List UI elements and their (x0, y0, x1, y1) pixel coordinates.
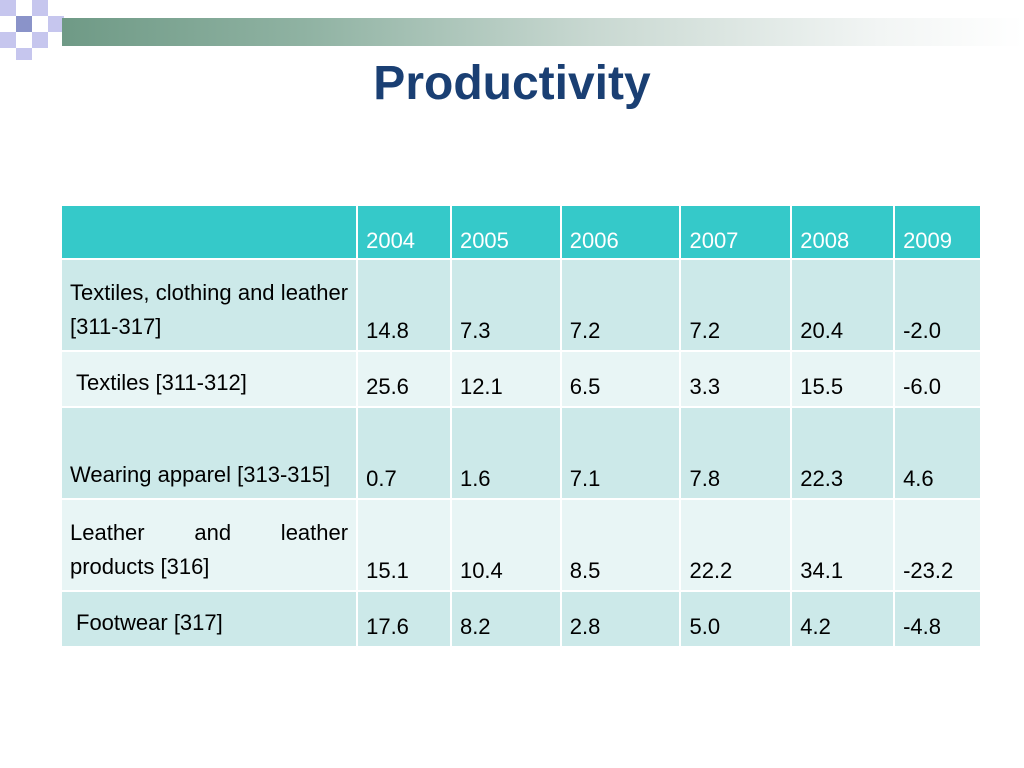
column-header-year: 2008 (790, 204, 896, 260)
table-cell: 22.2 (679, 498, 793, 592)
table-cell: -23.2 (893, 498, 982, 592)
table-cell: 4.6 (893, 406, 982, 500)
row-label: Wearing apparel [313-315] (59, 406, 359, 500)
column-header-year: 2005 (449, 204, 562, 260)
table-cell: 0.7 (356, 406, 452, 500)
table-cell: 25.6 (356, 350, 452, 408)
table-cell: 7.2 (559, 258, 682, 352)
table-cell: 6.5 (559, 350, 682, 408)
table-cell: 8.5 (559, 498, 682, 592)
table-cell: 7.8 (679, 406, 793, 500)
table-cell: 15.5 (790, 350, 896, 408)
table-cell: 1.6 (449, 406, 562, 500)
table-cell: 7.3 (449, 258, 562, 352)
table-cell: 4.2 (790, 590, 896, 648)
table-cell: 2.8 (559, 590, 682, 648)
decor-square-6 (32, 32, 48, 48)
header-decor-bar (62, 18, 1024, 46)
table-cell: 14.8 (356, 258, 452, 352)
table-cell: 17.6 (356, 590, 452, 648)
column-header-blank (59, 204, 359, 260)
table-row: Leather and leather products [316] 15.1 … (59, 498, 982, 592)
table-cell: 20.4 (790, 258, 896, 352)
table-header-row: 2004 2005 2006 2007 2008 2009 (59, 204, 982, 260)
decor-square-2 (32, 0, 48, 16)
row-label: Textiles [311-312] (59, 350, 359, 408)
table-cell: 8.2 (449, 590, 562, 648)
table-row: Textiles [311-312] 25.6 12.1 6.5 3.3 15.… (59, 350, 982, 408)
row-label: Leather and leather products [316] (59, 498, 359, 592)
productivity-table: 2004 2005 2006 2007 2008 2009 Textiles, … (59, 204, 982, 648)
decor-square-7 (16, 48, 32, 60)
table-cell: -6.0 (893, 350, 982, 408)
table-cell: 22.3 (790, 406, 896, 500)
table-cell: 7.1 (559, 406, 682, 500)
table-cell: -4.8 (893, 590, 982, 648)
table-cell: -2.0 (893, 258, 982, 352)
row-label: Footwear [317] (59, 590, 359, 648)
table-cell: 12.1 (449, 350, 562, 408)
decor-square-3 (16, 16, 32, 32)
table-cell: 10.4 (449, 498, 562, 592)
column-header-year: 2007 (679, 204, 793, 260)
decor-square-1 (0, 0, 16, 16)
table-cell: 7.2 (679, 258, 793, 352)
slide-title: Productivity (373, 57, 651, 110)
column-header-year: 2009 (893, 204, 982, 260)
table-cell: 5.0 (679, 590, 793, 648)
decor-square-4 (48, 16, 64, 32)
column-header-year: 2004 (356, 204, 452, 260)
table-row: Footwear [317] 17.6 8.2 2.8 5.0 4.2 -4.8 (59, 590, 982, 648)
table-cell: 34.1 (790, 498, 896, 592)
table-cell: 15.1 (356, 498, 452, 592)
table-cell: 3.3 (679, 350, 793, 408)
column-header-year: 2006 (559, 204, 682, 260)
row-label: Textiles, clothing and leather [311-317] (59, 258, 359, 352)
table-row: Wearing apparel [313-315] 0.7 1.6 7.1 7.… (59, 406, 982, 500)
table-row: Textiles, clothing and leather [311-317]… (59, 258, 982, 352)
decor-square-5 (0, 32, 16, 48)
